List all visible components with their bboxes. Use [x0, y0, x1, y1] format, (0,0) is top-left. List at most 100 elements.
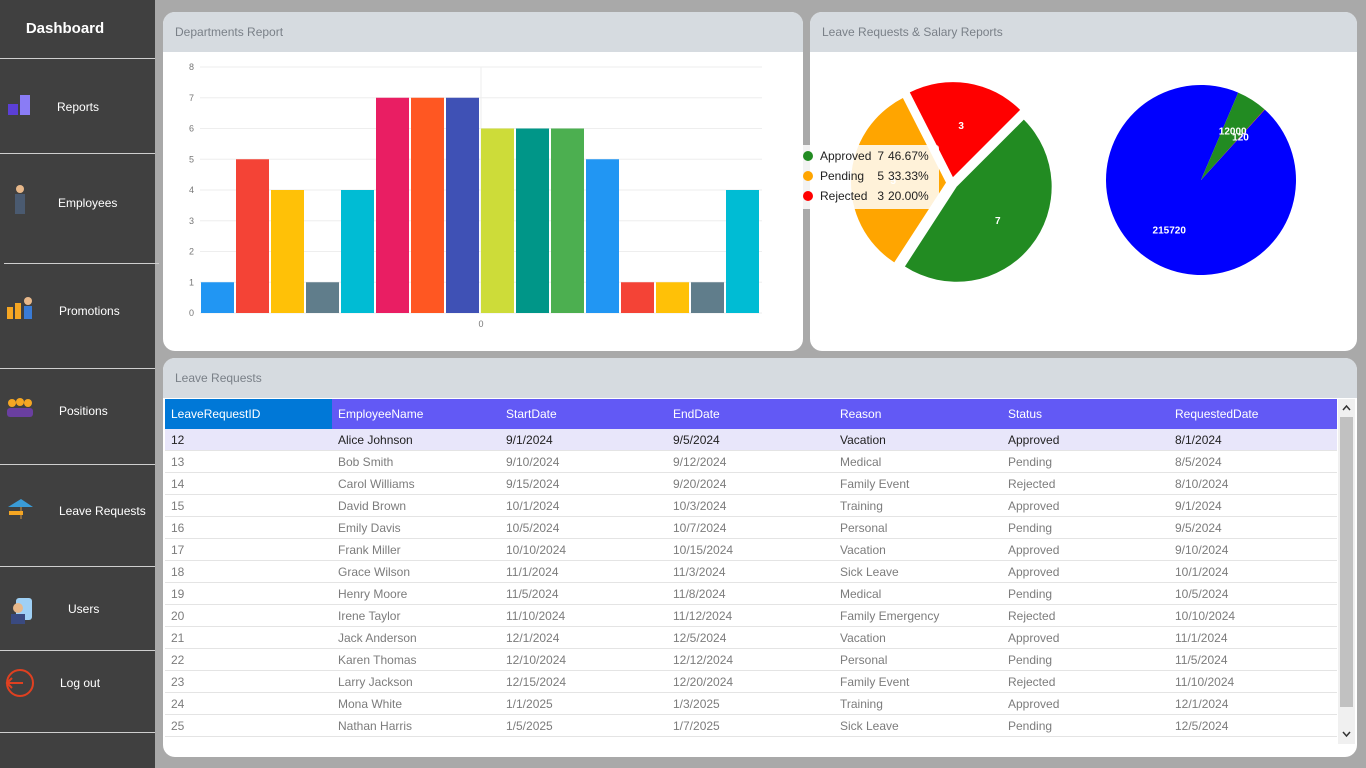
- leave-icon: [8, 499, 33, 519]
- nav-logout[interactable]: Log out: [60, 676, 101, 690]
- table-cell: Medical: [840, 455, 882, 469]
- table-cell: Jack Anderson: [338, 631, 417, 645]
- table-cell: Approved: [1008, 697, 1060, 711]
- employees-icon: [15, 185, 25, 214]
- nav-positions[interactable]: Positions: [59, 404, 108, 418]
- table-cell: 12/5/2024: [1175, 719, 1229, 733]
- table-cell: Training: [840, 499, 883, 513]
- table-cell: Pending: [1008, 455, 1053, 469]
- table-cell: 21: [171, 631, 185, 645]
- table-cell: 12/12/2024: [673, 653, 734, 667]
- bar: [481, 128, 514, 313]
- bar: [341, 190, 374, 313]
- table-cell: 16: [171, 521, 185, 535]
- table-cell: Medical: [840, 587, 882, 601]
- table-cell: Family Event: [840, 675, 910, 689]
- column-header: EmployeeName: [332, 399, 500, 429]
- legend-label: Approved: [820, 149, 871, 163]
- table-cell: Irene Taylor: [338, 609, 401, 623]
- table-cell: 12/1/2024: [1175, 697, 1229, 711]
- sidebar: Dashboard Reports Employees Promotions P…: [0, 0, 159, 768]
- bar-chart: 0 1 2 3 4 5 6 7 8 0: [189, 62, 762, 329]
- bar: [621, 282, 654, 313]
- separator: [0, 732, 155, 733]
- table-cell: Pending: [1008, 587, 1053, 601]
- separator: [0, 368, 155, 369]
- table-row: 12 Alice Johnson 9/1/2024 9/5/2024 Vacation A…: [165, 429, 1337, 451]
- table-cell: Family Event: [840, 477, 910, 491]
- nav-users[interactable]: Users: [68, 602, 100, 616]
- table-cell: 11/10/2024: [506, 609, 566, 623]
- bar: [236, 159, 269, 313]
- table-cell: 10/10/2024: [506, 543, 567, 557]
- table-row: 18 Grace Wilson 11/1/2024 11/3/2024 Sick Lea…: [165, 561, 1337, 583]
- table-cell: 8/1/2024: [1175, 433, 1222, 447]
- y-tick-label: 2: [189, 247, 194, 257]
- legend-percent: 46.67%: [888, 149, 929, 163]
- table-cell: Vacation: [840, 543, 886, 557]
- table-cell: Pending: [1008, 719, 1053, 733]
- table-cell: 8/5/2024: [1175, 455, 1222, 469]
- table-cell: 12/15/2024: [506, 675, 567, 689]
- bar: [306, 282, 339, 313]
- table-cell: David Brown: [338, 499, 407, 513]
- positions-icon: [7, 398, 33, 417]
- separator: [0, 566, 155, 567]
- column-header: EndDate: [667, 399, 834, 429]
- table-cell: 9/5/2024: [673, 433, 720, 447]
- users-icon: [11, 598, 32, 624]
- pie-slice: [1201, 109, 1265, 180]
- table-cell: 18: [171, 565, 185, 579]
- column-header: StartDate: [500, 399, 667, 429]
- legend-swatch: [803, 171, 813, 181]
- table-cell: 1/1/2025: [506, 697, 553, 711]
- slice-label: 215720: [1153, 226, 1187, 237]
- table-cell: 9/20/2024: [673, 477, 727, 491]
- departments-panel: Departments Report 0 1 2 3 4 5 6 7 8 0: [163, 12, 803, 351]
- nav-employees[interactable]: Employees: [58, 196, 118, 210]
- table-cell: Nathan Harris: [338, 719, 413, 733]
- nav-promotions[interactable]: Promotions: [59, 304, 120, 318]
- separator: [0, 58, 155, 59]
- table-cell: Henry Moore: [338, 587, 408, 601]
- table-row: 20 Irene Taylor 11/10/2024 11/12/2024 Family…: [165, 605, 1337, 627]
- table-cell: Approved: [1008, 565, 1060, 579]
- nav-leave-requests[interactable]: Leave Requests: [59, 504, 146, 518]
- table-cell: 10/7/2024: [673, 521, 727, 535]
- table-cell: 10/1/2024: [506, 499, 560, 513]
- scrollbar[interactable]: [1338, 399, 1355, 744]
- y-tick-label: 0: [189, 308, 194, 318]
- legend-percent: 33.33%: [888, 169, 929, 183]
- table-cell: Karen Thomas: [338, 653, 417, 667]
- table-cell: Frank Miller: [338, 543, 401, 557]
- table-cell: 12/10/2024: [506, 653, 567, 667]
- table-cell: Vacation: [840, 433, 886, 447]
- table-row: 24 Mona White 1/1/2025 1/3/2025 Training Appr…: [165, 693, 1337, 715]
- table-cell: Mona White: [338, 697, 403, 711]
- scrollbar-graphic: [1340, 404, 1353, 738]
- table-cell: 11/5/2024: [506, 587, 559, 601]
- table-cell: 8/10/2024: [1175, 477, 1229, 491]
- table-cell: 1/3/2025: [673, 697, 720, 711]
- table-row: 13 Bob Smith 9/10/2024 9/12/2024 Medical Pend…: [165, 451, 1337, 473]
- panel-title: Leave Requests: [163, 358, 1357, 398]
- table-cell: 11/8/2024: [673, 587, 726, 601]
- table-cell: 20: [171, 609, 185, 623]
- legend-percent: 20.00%: [888, 189, 929, 203]
- y-tick-label: 5: [189, 154, 194, 164]
- table-cell: 12: [171, 433, 185, 447]
- bar: [656, 282, 689, 313]
- nav-reports[interactable]: Reports: [57, 100, 100, 114]
- table-cell: 10/15/2024: [673, 543, 734, 557]
- table-cell: Personal: [840, 653, 888, 667]
- table-cell: 12/20/2024: [673, 675, 734, 689]
- legend-value: 3: [877, 189, 884, 203]
- pie-slice: [1201, 92, 1265, 180]
- table-cell: Alice Johnson: [338, 433, 413, 447]
- separator: [0, 650, 155, 651]
- leave-table-panel: Leave Requests LeaveRequestID EmployeeNam…: [163, 358, 1357, 757]
- table-cell: Approved: [1008, 543, 1060, 557]
- table-cell: Pending: [1008, 653, 1053, 667]
- slice-label: 12000: [1219, 126, 1247, 137]
- sidebar-title: Dashboard: [25, 20, 105, 37]
